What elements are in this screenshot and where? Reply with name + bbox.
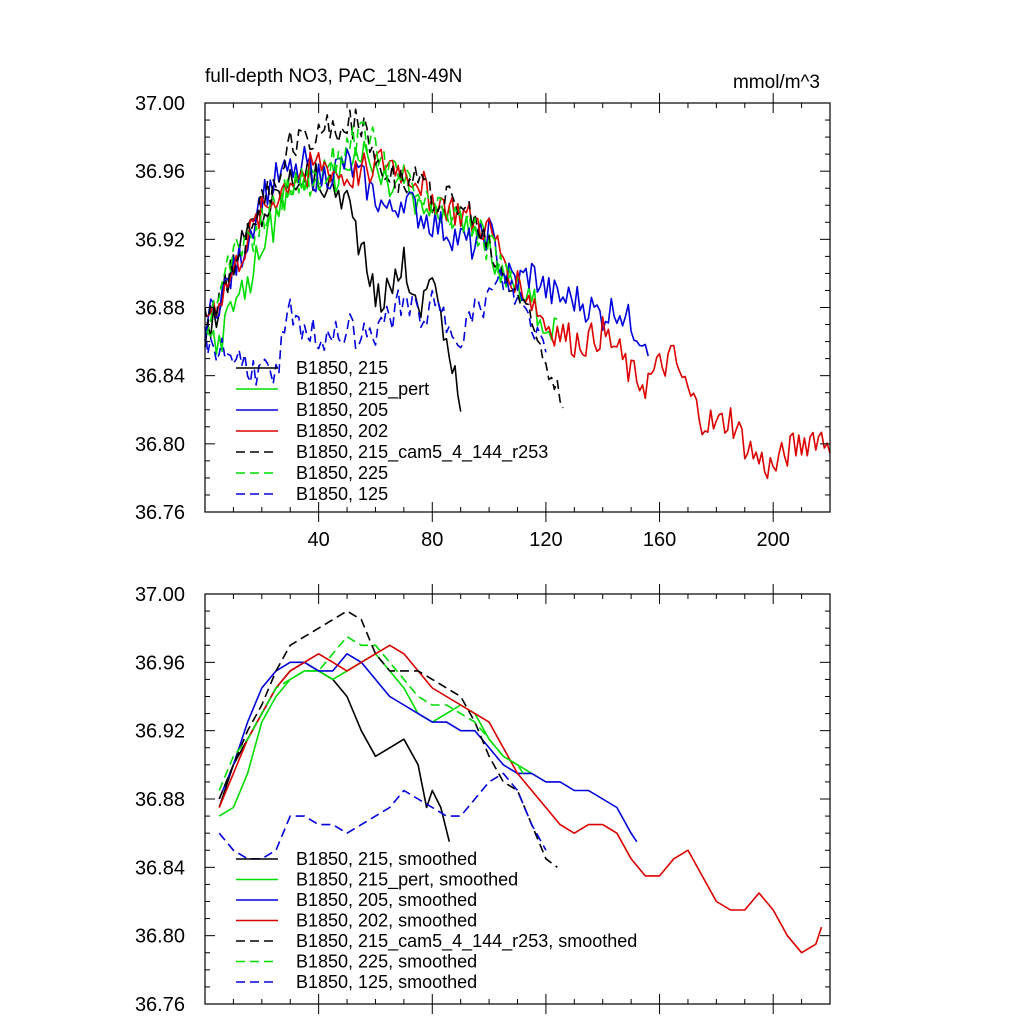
bottom-series-line-7 xyxy=(218,772,547,860)
bottom-legend-label-6: B1850, 225, smoothed xyxy=(296,952,477,972)
top-axes: 36.76 36.80 36.84 36.88 36.92 36.96 37.00 xyxy=(135,93,831,524)
top-x-tick-label: 200 xyxy=(756,529,789,551)
top-x-tick-label: 40 xyxy=(308,529,330,551)
top-series-line-6 xyxy=(204,121,513,335)
top-legend-label-5: B1850, 215_cam5_4_144_r253 xyxy=(296,442,548,463)
top-x-tick-label: 160 xyxy=(643,529,676,551)
top-y-tick-label: 36.92 xyxy=(135,229,185,251)
top-y-tick-label: 36.76 xyxy=(135,502,185,524)
top-series-line-3 xyxy=(204,145,649,357)
bottom-series-line-4 xyxy=(218,644,823,954)
bottom-series-line-3 xyxy=(218,653,638,843)
top-chart-title: full-depth NO3, PAC_18N-49N xyxy=(205,66,462,87)
bottom-legend-label-1: B1850, 215, smoothed xyxy=(296,849,477,869)
top-y-tick-label: 36.80 xyxy=(135,434,185,456)
top-y-tick-label: 36.88 xyxy=(135,298,185,320)
bottom-legend-label-3: B1850, 205, smoothed xyxy=(296,890,477,910)
bottom-series-line-6 xyxy=(218,635,524,791)
top-legend-label-7: B1850, 125 xyxy=(296,484,388,504)
bottom-legend-label-7: B1850, 125, smoothed xyxy=(296,972,477,992)
bottom-legend-label-4: B1850, 202, smoothed xyxy=(296,911,477,931)
bottom-y-tick-label: 36.76 xyxy=(135,994,185,1016)
top-legend-label-2: B1850, 215_pert xyxy=(296,379,429,400)
bottom-y-tick-label: 37.00 xyxy=(135,584,185,606)
top-series-line-4 xyxy=(205,148,831,480)
top-panel: full-depth NO3, PAC_18N-49N mmol/m^3 36.… xyxy=(135,66,831,551)
bottom-series-layer xyxy=(218,610,823,954)
bottom-legend-label-2: B1850, 215_pert, smoothed xyxy=(296,870,518,891)
top-y-tick-label: 36.96 xyxy=(135,161,185,183)
bottom-y-tick-label: 36.96 xyxy=(135,652,185,674)
top-legend-label-4: B1850, 202 xyxy=(296,421,388,441)
top-y-tick-label: 36.84 xyxy=(135,366,185,388)
top-series-layer xyxy=(204,108,831,480)
top-series-line-7 xyxy=(204,268,547,386)
top-legend-label-3: B1850, 205 xyxy=(296,400,388,420)
bottom-y-tick-label: 36.92 xyxy=(135,721,185,743)
bottom-y-tick-label: 36.88 xyxy=(135,789,185,811)
top-y-tick-label: 37.00 xyxy=(135,93,185,115)
bottom-series-line-5 xyxy=(218,610,558,868)
top-x-tick-label: 80 xyxy=(421,529,443,551)
bottom-y-tick-label: 36.80 xyxy=(135,926,185,948)
top-legend-label-1: B1850, 215 xyxy=(296,358,388,378)
top-legend-label-6: B1850, 225 xyxy=(296,463,388,483)
bottom-y-tick-label: 36.84 xyxy=(135,857,185,879)
bottom-panel: 36.76 36.80 36.84 36.88 36.92 36.96 37.00 B185… xyxy=(135,584,831,1016)
top-x-tick-label: 120 xyxy=(529,529,562,551)
top-chart-units: mmol/m^3 xyxy=(733,72,820,93)
bottom-legend-label-5: B1850, 215_cam5_4_144_r253, smoothed xyxy=(296,931,637,952)
top-series-line-5 xyxy=(204,108,564,409)
bottom-axes: 36.76 36.80 36.84 36.88 36.92 36.96 37.00 xyxy=(135,584,831,1016)
